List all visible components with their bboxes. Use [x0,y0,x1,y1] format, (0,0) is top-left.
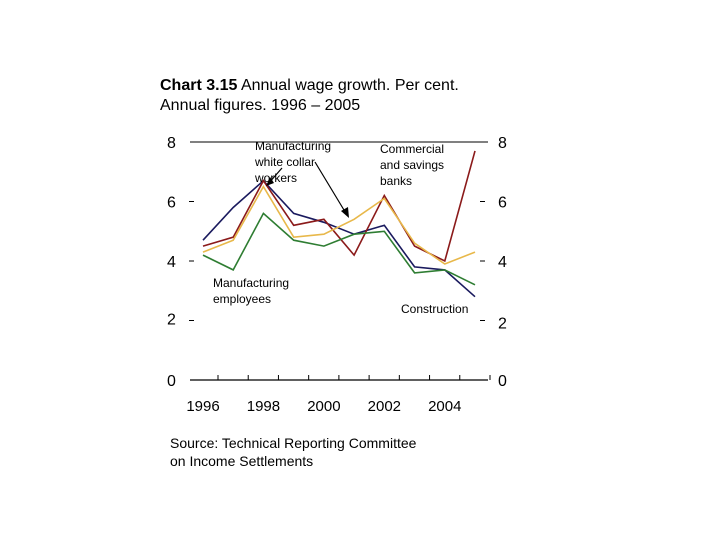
annotation-label: employees [213,292,271,306]
y-tick-label-right: 4 [498,254,507,271]
series-line [202,185,476,265]
x-tick-label: 2002 [368,398,401,415]
annotation-arrow [314,161,348,216]
y-tick-label-right: 2 [498,316,507,333]
source-line2: on Income Settlements [170,453,314,469]
y-tick-label-right: 0 [498,373,507,390]
y-tick-label-right: 8 [498,135,507,152]
y-tick-label-left: 0 [167,373,176,390]
chart-number: Chart 3.15 [160,77,238,94]
annotation-arrowhead [341,207,349,218]
series-line [202,212,476,286]
y-tick-label-right: 6 [498,195,507,212]
annotation-label: white collar [254,155,315,169]
chart-source: Source: Technical Reporting Committee on… [170,434,500,470]
chart-title-line2: Annual figures. 1996 – 2005 [160,97,361,114]
source-line1: Source: Technical Reporting Committee [170,435,417,451]
chart-tick-labels: 0 2 4 6 8 0 2 4 6 8 1996 1998 2000 2002 2004 [167,135,507,415]
x-tick-label: 1996 [186,398,219,415]
annotation-label: Commercial [380,142,444,156]
chart-title: Chart 3.15 Annual wage growth. Per cent.… [160,76,580,116]
x-tick-label: 2000 [307,398,340,415]
chart-axes [189,141,491,381]
annotation-label: banks [380,174,412,188]
series-line [202,179,476,298]
chart-title-line1: Annual wage growth. Per cent. [237,77,459,94]
x-tick-label: 2004 [428,398,461,415]
y-tick-label-left: 8 [167,135,176,152]
annotation-label: Manufacturing [213,276,289,290]
annotation-label: Manufacturing [255,139,331,153]
y-tick-label-left: 2 [167,312,176,329]
y-tick-label-left: 6 [167,195,176,212]
chart-series [202,150,476,298]
y-tick-label-left: 4 [167,254,176,271]
x-tick-label: 1998 [247,398,280,415]
annotation-label: Construction [401,302,468,316]
annotation-label: and savings [380,158,444,172]
annotation-label: workers [254,171,297,185]
annotation-arrowhead [266,177,274,186]
chart-annotations: Manufacturing white collar workers Commerci… [213,139,468,316]
